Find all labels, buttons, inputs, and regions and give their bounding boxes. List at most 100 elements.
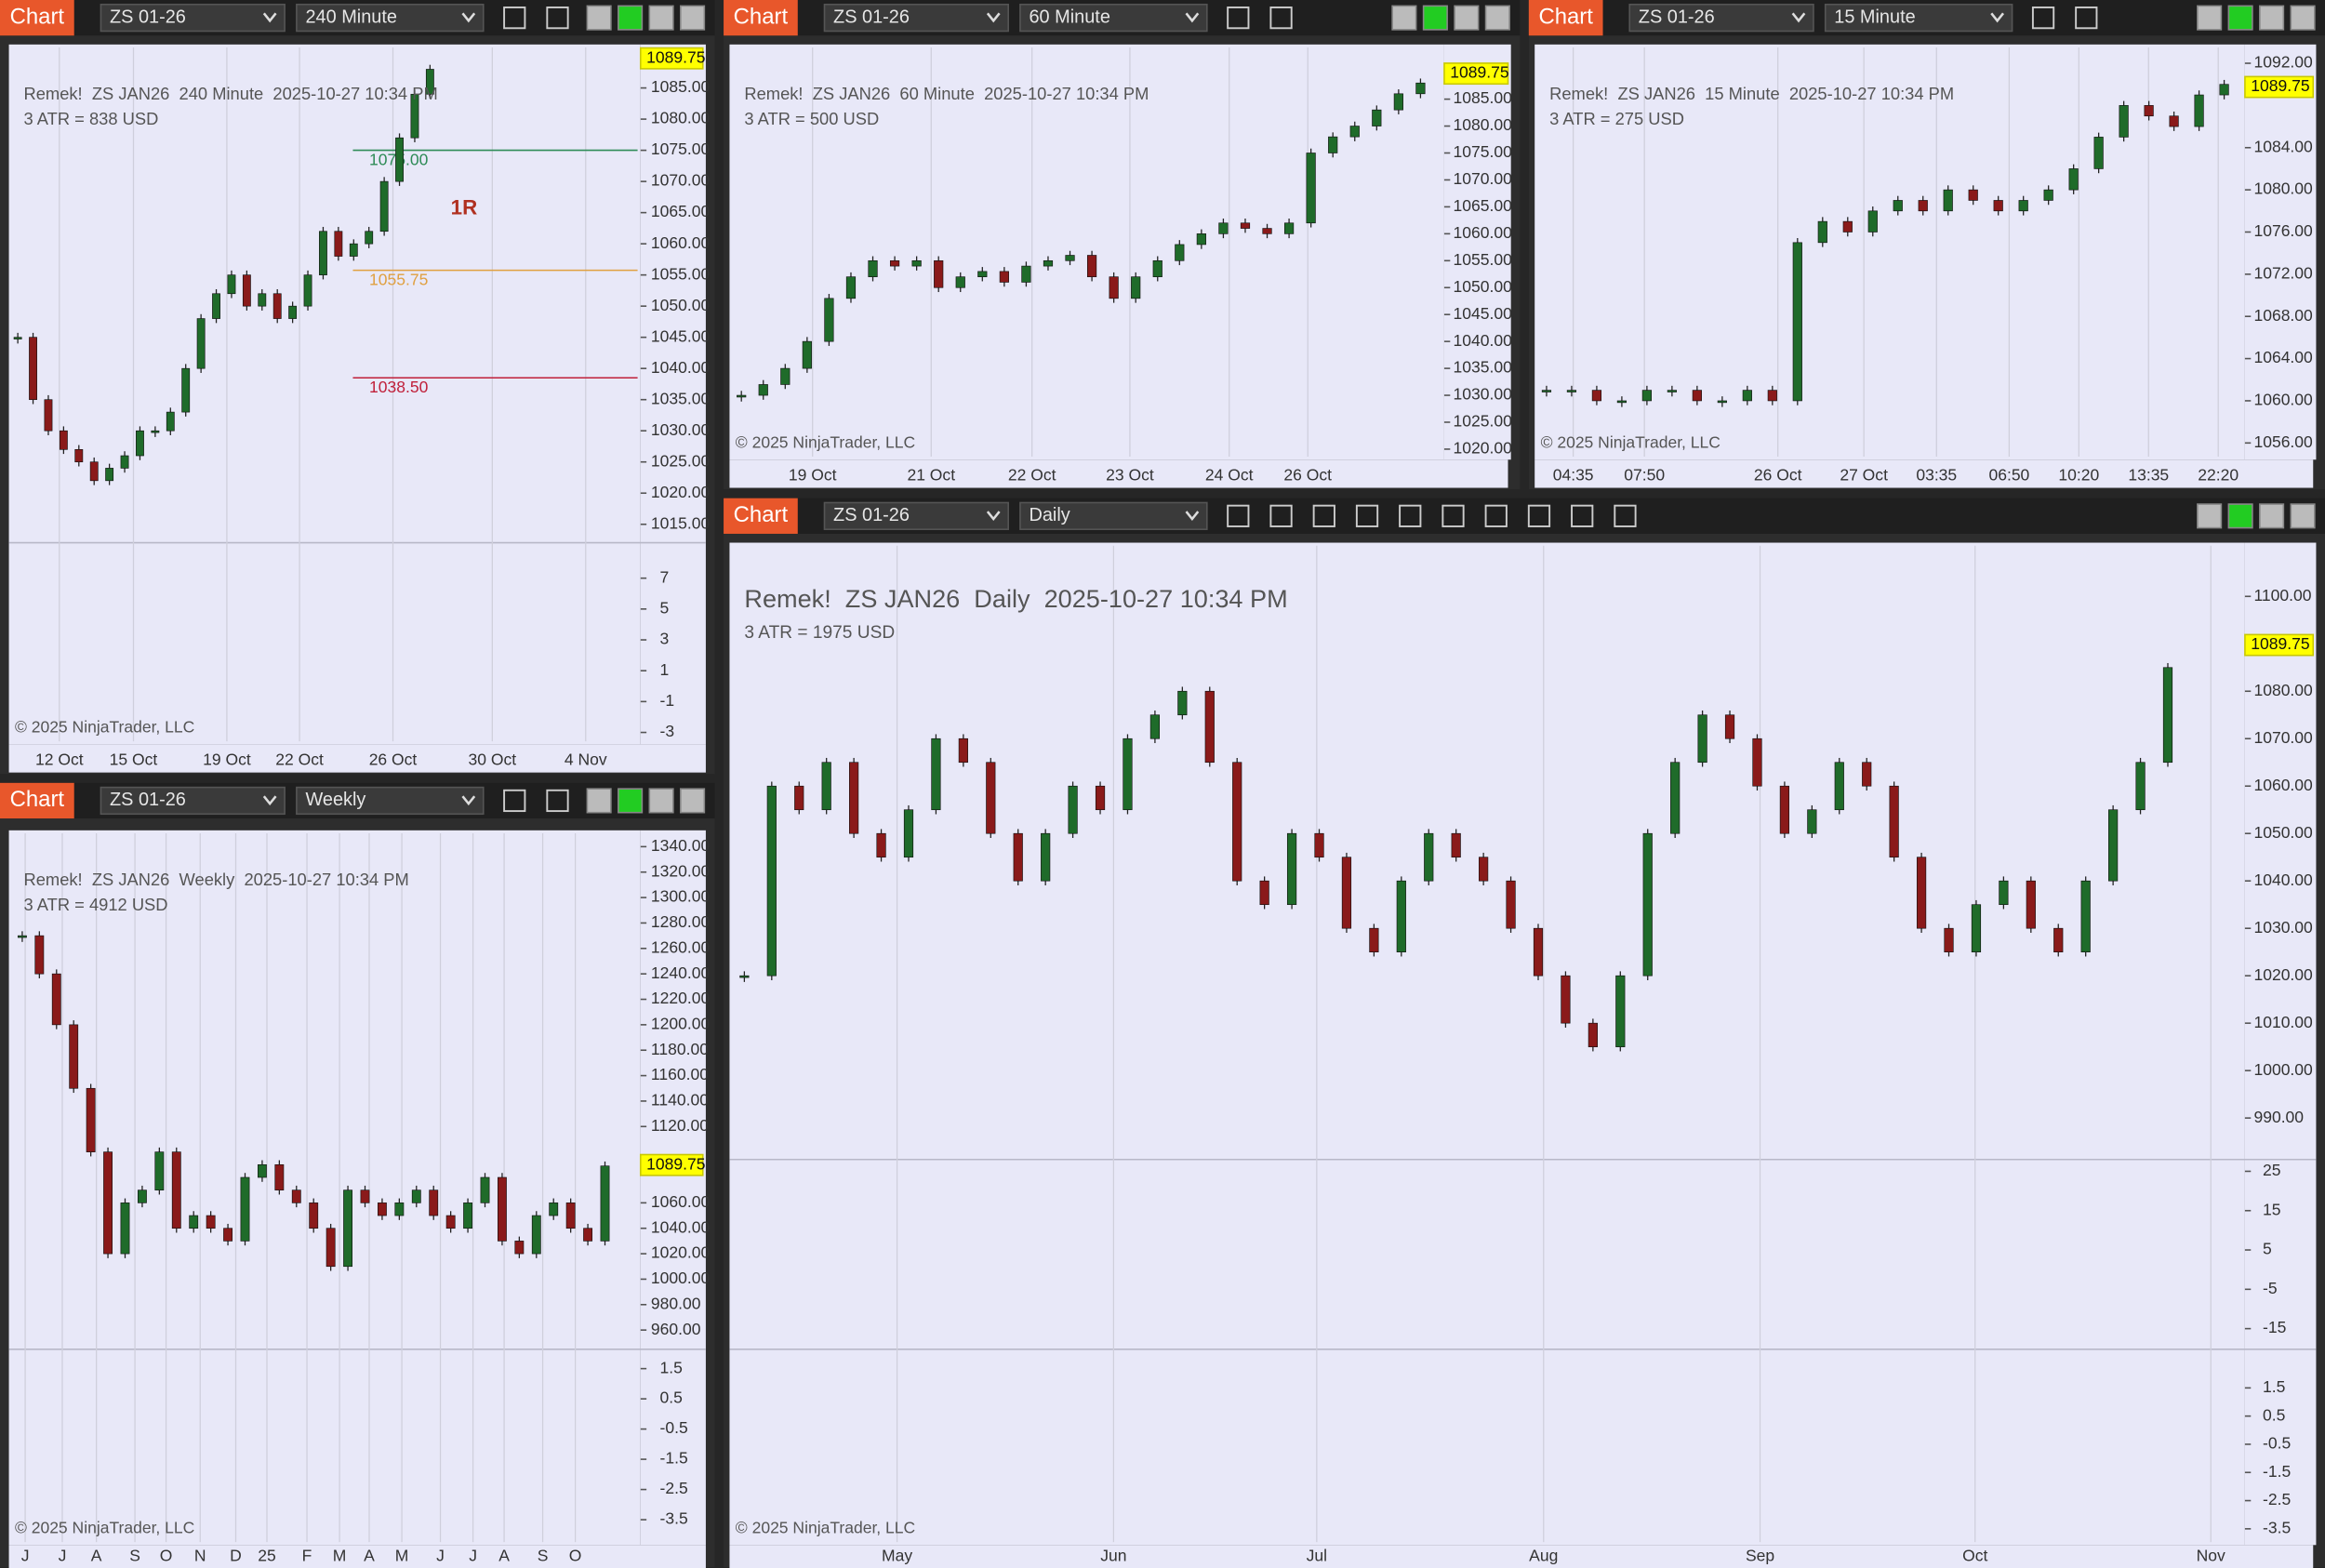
candle [2068,168,2079,191]
dropdown-label[interactable]: Weekly [305,790,365,810]
chart-tab-label[interactable]: Chart [10,787,65,812]
toolbar-icon[interactable] [1399,504,1422,527]
toolbar-icon[interactable] [1442,504,1465,527]
candle [212,293,220,319]
window-button[interactable] [680,5,706,31]
dropdown-label[interactable]: ZS 01-26 [1639,7,1715,27]
window-button[interactable] [586,788,612,814]
price-tick-label: 1065.00 [1454,196,1513,215]
toolbar-icon[interactable] [546,7,569,30]
dropdown[interactable] [1019,3,1208,33]
window-button[interactable] [2290,503,2316,529]
toolbar-icon[interactable] [546,789,569,813]
chart-tab[interactable] [724,0,798,36]
window-button[interactable] [618,5,644,31]
price-tick-label: 1240.00 [651,963,711,982]
dropdown-label[interactable]: 15 Minute [1834,7,1915,27]
candle [44,399,53,432]
price-tick-label: 1030.00 [1454,385,1513,404]
dropdown-label[interactable]: ZS 01-26 [833,505,910,525]
toolbar-icon[interactable] [1484,504,1508,527]
chart-tab-label[interactable]: Chart [734,502,789,527]
price-tick-label: 1015.00 [651,513,711,532]
window-button[interactable] [2290,5,2316,31]
dropdown[interactable] [1824,3,2013,33]
window-button[interactable] [2259,5,2285,31]
dropdown-chevron [1990,12,2005,23]
window-button[interactable] [648,788,674,814]
toolbar-icon[interactable] [1527,504,1551,527]
toolbar-icon[interactable] [1312,504,1335,527]
window-button[interactable] [648,5,674,31]
dropdown[interactable] [823,501,1009,530]
window-button[interactable] [586,5,612,31]
toolbar-icon[interactable] [2075,7,2098,30]
dropdown[interactable] [1019,501,1208,530]
window-button[interactable] [2197,503,2223,529]
candle [1286,832,1297,906]
last-price-tag [639,1153,704,1176]
dropdown[interactable] [296,786,485,816]
chart-tab-label[interactable]: Chart [734,4,789,29]
dropdown-label[interactable]: 240 Minute [305,7,397,27]
candle [1218,222,1229,234]
window-button[interactable] [618,788,644,814]
dropdown-label[interactable]: ZS 01-26 [833,7,910,27]
chart-tab-label[interactable]: Chart [1538,4,1593,29]
dropdown[interactable] [1628,3,1814,33]
window-button[interactable] [2227,5,2253,31]
price-tick-label: 1065.00 [651,202,711,220]
time-axis-area [8,744,706,773]
osc-tick-label: -0.5 [2263,1434,2291,1453]
atr-label: 3 ATR = 275 USD [1549,109,1684,128]
time-label: 19 Oct [203,751,251,769]
dropdown[interactable] [100,786,286,816]
atr-label: 3 ATR = 838 USD [24,109,159,128]
toolbar-icon[interactable] [1269,504,1293,527]
dropdown-label[interactable]: ZS 01-26 [110,7,186,27]
price-tick-label: 1020.00 [651,1243,711,1262]
window-button[interactable] [1422,5,1448,31]
dropdown-label[interactable]: ZS 01-26 [110,790,186,810]
dropdown[interactable] [296,3,485,33]
price-tick-label: 1120.00 [651,1116,709,1135]
price-tick-label: 1080.00 [1454,115,1513,134]
time-label: 30 Oct [469,751,517,769]
price-tick-label: 1056.00 [2253,432,2313,451]
window-button[interactable] [1454,5,1480,31]
price-tick-label: 1025.00 [1454,412,1513,431]
chart-tab[interactable] [0,782,74,819]
dropdown-label[interactable]: Daily [1030,505,1070,525]
toolbar-icon[interactable] [2031,7,2055,30]
window-button[interactable] [1484,5,1510,31]
candle [876,832,886,858]
window-button[interactable] [680,788,706,814]
window-button[interactable] [2259,503,2285,529]
candle [889,259,900,267]
chart-tab[interactable] [724,498,798,534]
window-button[interactable] [2227,503,2253,529]
toolbar-icon[interactable] [1355,504,1379,527]
toolbar-icon[interactable] [1227,7,1250,30]
toolbar-icon[interactable] [1614,504,1637,527]
candle [463,1203,473,1229]
candle [931,737,941,811]
toolbar-icon[interactable] [1227,504,1250,527]
axis-area [1443,44,1511,460]
time-label: 24 Oct [1205,465,1254,484]
candle [242,274,251,307]
toolbar-icon[interactable] [503,789,526,813]
candle [1149,714,1161,739]
chart-tab[interactable] [1528,0,1603,36]
toolbar-icon[interactable] [1571,504,1594,527]
dropdown-label[interactable]: 60 Minute [1030,7,1110,27]
toolbar-icon[interactable] [503,7,526,30]
dropdown[interactable] [823,3,1009,33]
window-button[interactable] [2197,5,2223,31]
time-label: F [302,1547,312,1565]
dropdown[interactable] [100,3,286,33]
chart-tab[interactable] [0,0,74,36]
window-button[interactable] [1391,5,1417,31]
toolbar-icon[interactable] [1269,7,1293,30]
chart-tab-label[interactable]: Chart [10,4,65,29]
